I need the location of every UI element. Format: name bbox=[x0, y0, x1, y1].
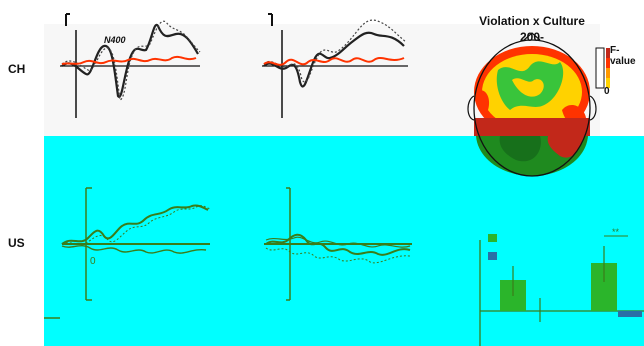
colorbar-min-tick: 0 bbox=[604, 86, 610, 97]
significance-marker: ** bbox=[612, 227, 620, 237]
row-label-us: US bbox=[8, 236, 25, 250]
row-label-ch: CH bbox=[8, 62, 26, 76]
legend-blue-square bbox=[488, 252, 497, 260]
bar-blue-2 bbox=[618, 311, 642, 317]
scalp-title-line1: Violation x Culture bbox=[479, 14, 585, 28]
legend-green-square bbox=[488, 234, 497, 242]
us-axis-zero-tick: 0 bbox=[90, 256, 96, 267]
scalp-title-line2: 200- bbox=[519, 30, 545, 44]
n400-label: N400 bbox=[104, 35, 126, 45]
colorbar-label: F-value bbox=[610, 45, 636, 67]
